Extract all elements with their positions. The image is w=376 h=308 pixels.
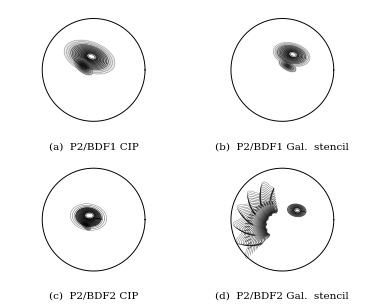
- Polygon shape: [295, 209, 299, 212]
- Polygon shape: [282, 48, 302, 61]
- Polygon shape: [77, 61, 89, 72]
- Polygon shape: [294, 209, 300, 212]
- Polygon shape: [80, 51, 99, 63]
- Polygon shape: [71, 44, 108, 70]
- Polygon shape: [88, 55, 95, 59]
- Polygon shape: [289, 53, 294, 56]
- Polygon shape: [296, 209, 298, 211]
- Polygon shape: [74, 58, 93, 75]
- Polygon shape: [291, 54, 292, 55]
- Polygon shape: [262, 209, 275, 236]
- Polygon shape: [296, 210, 297, 211]
- Polygon shape: [85, 215, 91, 219]
- Polygon shape: [79, 50, 100, 64]
- Polygon shape: [293, 208, 300, 213]
- Polygon shape: [286, 51, 297, 58]
- Polygon shape: [290, 53, 293, 56]
- Polygon shape: [256, 204, 273, 239]
- Polygon shape: [87, 216, 90, 218]
- Polygon shape: [280, 47, 304, 62]
- Polygon shape: [275, 44, 308, 65]
- Polygon shape: [86, 55, 93, 59]
- Polygon shape: [64, 40, 115, 74]
- Polygon shape: [80, 211, 96, 223]
- Polygon shape: [293, 207, 301, 213]
- Polygon shape: [85, 54, 94, 60]
- Polygon shape: [277, 45, 306, 64]
- Polygon shape: [83, 213, 94, 221]
- Polygon shape: [273, 43, 310, 67]
- Polygon shape: [288, 205, 305, 216]
- Polygon shape: [82, 213, 95, 222]
- Polygon shape: [282, 62, 294, 70]
- Polygon shape: [253, 201, 272, 241]
- Polygon shape: [279, 46, 305, 63]
- Polygon shape: [79, 210, 98, 224]
- Polygon shape: [284, 63, 291, 68]
- Polygon shape: [285, 50, 299, 59]
- Polygon shape: [79, 62, 88, 70]
- Polygon shape: [287, 51, 296, 58]
- Polygon shape: [295, 209, 299, 212]
- Polygon shape: [290, 53, 296, 56]
- Polygon shape: [69, 43, 110, 71]
- Polygon shape: [284, 49, 300, 60]
- Polygon shape: [86, 215, 91, 219]
- Polygon shape: [291, 206, 303, 214]
- Polygon shape: [82, 221, 89, 229]
- Polygon shape: [255, 202, 273, 240]
- Polygon shape: [87, 56, 92, 59]
- Polygon shape: [276, 45, 307, 64]
- Polygon shape: [67, 42, 112, 72]
- Polygon shape: [83, 52, 96, 62]
- Polygon shape: [78, 209, 99, 225]
- Polygon shape: [289, 205, 304, 216]
- Polygon shape: [85, 223, 87, 226]
- Polygon shape: [74, 47, 105, 67]
- Polygon shape: [286, 65, 289, 67]
- Polygon shape: [259, 206, 274, 238]
- Polygon shape: [280, 47, 303, 62]
- Polygon shape: [288, 52, 296, 57]
- Polygon shape: [80, 64, 86, 69]
- Polygon shape: [76, 48, 103, 67]
- Polygon shape: [77, 208, 100, 226]
- Polygon shape: [291, 207, 302, 214]
- Polygon shape: [86, 213, 93, 217]
- Polygon shape: [81, 220, 91, 230]
- Text: (a)  P2/BDF1 CIP: (a) P2/BDF1 CIP: [49, 142, 138, 151]
- Polygon shape: [84, 214, 93, 221]
- Polygon shape: [73, 46, 106, 68]
- Polygon shape: [290, 206, 303, 215]
- Polygon shape: [288, 204, 306, 217]
- Text: (b)  P2/BDF1 Gal.  stencil: (b) P2/BDF1 Gal. stencil: [215, 142, 349, 151]
- Polygon shape: [78, 49, 101, 65]
- Polygon shape: [83, 222, 88, 228]
- Polygon shape: [76, 59, 91, 73]
- Polygon shape: [76, 208, 101, 226]
- Polygon shape: [85, 214, 92, 220]
- Polygon shape: [258, 205, 273, 239]
- Polygon shape: [72, 45, 107, 69]
- Polygon shape: [81, 212, 96, 222]
- Polygon shape: [283, 49, 300, 60]
- Polygon shape: [261, 208, 274, 237]
- Polygon shape: [82, 52, 98, 63]
- Polygon shape: [264, 211, 275, 235]
- Text: (d)  P2/BDF2 Gal.  stencil: (d) P2/BDF2 Gal. stencil: [215, 292, 349, 301]
- Polygon shape: [77, 48, 102, 66]
- Polygon shape: [77, 209, 100, 225]
- Polygon shape: [80, 211, 97, 223]
- Polygon shape: [279, 60, 296, 72]
- Polygon shape: [84, 53, 95, 61]
- Text: (c)  P2/BDF2 CIP: (c) P2/BDF2 CIP: [49, 292, 138, 301]
- Polygon shape: [89, 56, 91, 58]
